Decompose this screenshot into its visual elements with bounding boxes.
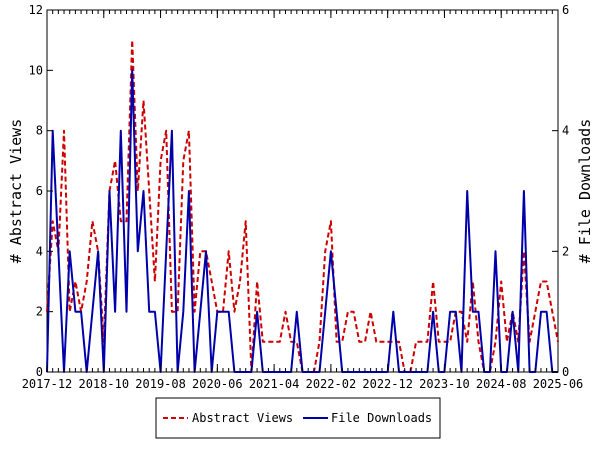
legend: Abstract Views File Downloads [155,397,441,439]
x-tick-label: 2020-06 [192,377,243,391]
x-tick-label: 2019-08 [135,377,186,391]
y-left-tick-label: 4 [36,244,43,258]
y-axis-left-label: # Abstract Views [7,119,25,264]
y-left-tick-label: 0 [36,365,43,379]
legend-label-file-downloads: File Downloads [331,411,432,425]
x-tick-label: 2022-02 [306,377,357,391]
y-left-tick-label: 10 [29,63,43,77]
axis-layer: 2017-12 2018-10 2019-08 2020-06 2021-04 2022-… [22,3,584,391]
y-right-tick-label: 2 [562,244,569,258]
x-tick-label: 2022-12 [362,377,413,391]
y-axis-right-label: # File Downloads [576,119,594,264]
y-left-tick-label: 12 [29,3,43,17]
x-tick-label: 2024-08 [476,377,527,391]
y-left-tick-label: 8 [36,124,43,138]
x-tick-label: 2018-10 [78,377,129,391]
y-right-tick-label: 0 [562,365,569,379]
y-left-tick-label: 6 [36,184,43,198]
x-tick-label: 2025-06 [533,377,584,391]
y-right-tick-label: 6 [562,3,569,17]
legend-label-abstract-views: Abstract Views [192,411,293,425]
x-tick-label: 2017-12 [22,377,73,391]
x-tick-label: 2023-10 [419,377,470,391]
y-left-tick-label: 2 [36,305,43,319]
x-tick-label: 2021-04 [249,377,300,391]
y-right-tick-label: 4 [562,124,569,138]
legend-box [155,397,441,439]
